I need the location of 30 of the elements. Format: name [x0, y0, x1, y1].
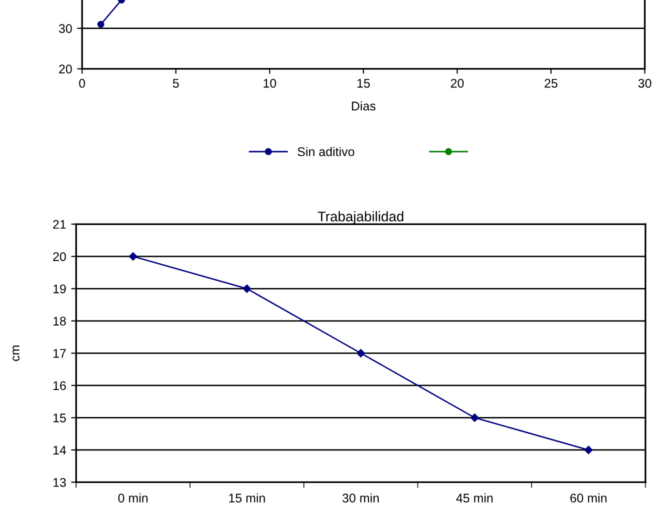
- x-axis-title: Dias: [352, 101, 376, 110]
- y-tick-label: 14: [53, 446, 66, 454]
- x-tick-label: 30 min: [342, 493, 379, 503]
- y-tick-label: 18: [53, 316, 66, 326]
- point: [470, 414, 479, 422]
- y-tick-label: 13: [53, 478, 66, 487]
- point: [584, 446, 593, 454]
- x-tick-label: 10: [264, 78, 276, 88]
- x-tick-label: 60 min: [570, 493, 606, 503]
- y-tick-label: 20: [53, 252, 66, 262]
- y-tick-label: 16: [53, 381, 66, 390]
- point: [128, 252, 138, 261]
- x-tick-label: 0: [79, 78, 86, 88]
- x-tick-label: 0 min: [118, 493, 148, 503]
- x-tick-label: 25: [544, 78, 558, 88]
- point: [242, 284, 252, 293]
- x-tick-label: 45 min: [456, 493, 493, 503]
- y-tick-label: 17: [53, 349, 66, 358]
- y-tick-label: 15: [53, 414, 66, 422]
- chart-title: Trabajabilidad: [318, 211, 404, 224]
- point: [356, 349, 365, 358]
- x-tick-label: 5: [172, 78, 179, 88]
- x-tick-label: 15: [357, 78, 370, 88]
- y-tick-label: 19: [53, 284, 66, 294]
- x-tick-label: 15 min: [229, 493, 265, 503]
- y-axis-title: cm: [12, 346, 20, 361]
- legend-label: Sin aditivo: [298, 146, 354, 156]
- x-tick-label: 30: [638, 78, 652, 88]
- x-tick-label: 20: [450, 78, 464, 88]
- y-tick-label: 21: [53, 220, 66, 229]
